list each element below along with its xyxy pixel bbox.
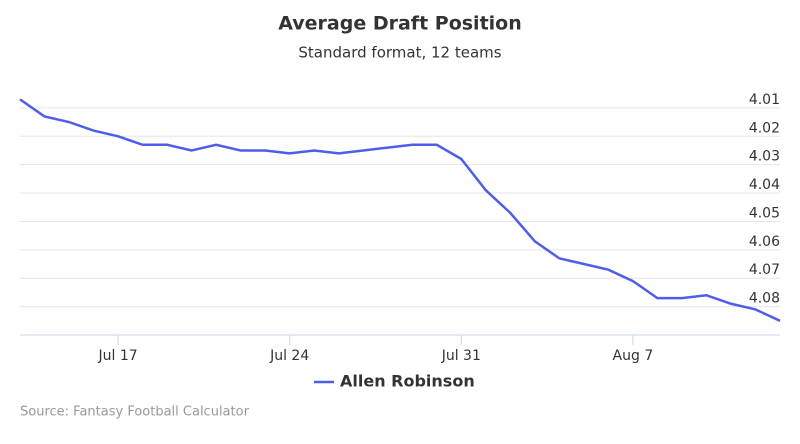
y-tick-label: 4.04 [749, 177, 780, 193]
y-tick-label: 4.07 [749, 262, 780, 278]
source: Source: Fantasy Football Calculator [20, 405, 250, 420]
x-tick-label: Jul 24 [269, 348, 309, 364]
x-tick-label: Jul 17 [97, 348, 137, 364]
y-tick-label: 4.06 [749, 234, 780, 250]
y-tick-label: 4.05 [749, 205, 780, 221]
y-tick-label: 4.01 [749, 92, 780, 108]
chart-subtitle: Standard format, 12 teams [298, 44, 501, 62]
legend-label: Allen Robinson [340, 372, 475, 391]
x-tick-label: Jul 31 [441, 348, 481, 364]
series-line [19, 98, 781, 322]
chart-title: Average Draft Position [278, 13, 522, 35]
y-tick-label: 4.03 [749, 149, 780, 165]
y-tick-label: 4.02 [749, 120, 780, 136]
y-tick-label: 4.08 [749, 291, 780, 307]
x-tick-label: Aug 7 [613, 348, 654, 364]
